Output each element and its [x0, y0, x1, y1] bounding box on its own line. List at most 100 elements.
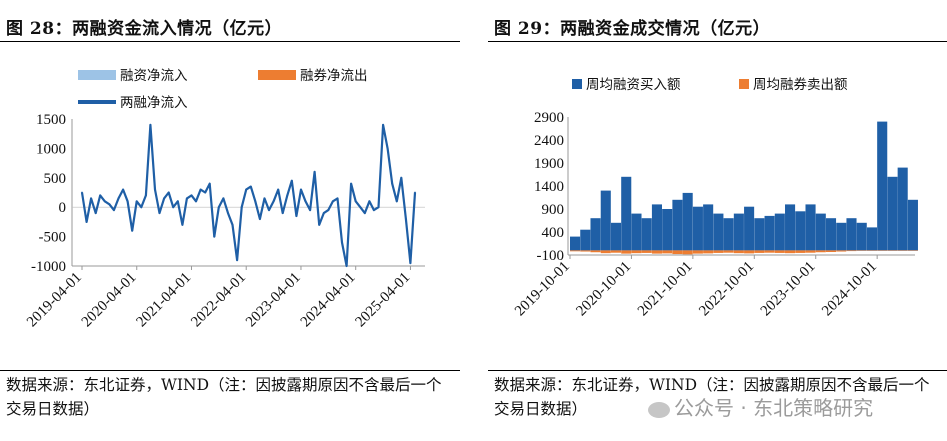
y-tick-label: 2400 [534, 133, 564, 149]
bar-buy [764, 215, 775, 251]
series-point-total [359, 206, 362, 209]
right-bottom-rule [488, 370, 947, 371]
bar-buy [641, 218, 652, 251]
series-point-total [345, 265, 348, 267]
series-line-total [80, 123, 417, 268]
left-panel: 图 28：两融资金流入情况（亿元） 融资净流入 融券净流出 两融净流入 -1000 -5… [0, 0, 460, 441]
bar-buy [907, 199, 918, 251]
series-point-total [318, 223, 321, 226]
x-tick-label: 2022-04-01 [188, 270, 249, 331]
series-point-total [295, 215, 298, 217]
series-point-total [231, 223, 234, 226]
series-point-total [277, 188, 280, 191]
legend-swatch-financing [78, 70, 116, 80]
legend-label-financing: 融资净流入 [120, 68, 188, 84]
series-point-total [245, 188, 248, 191]
series-point-total [190, 194, 193, 197]
series-point-total [414, 191, 416, 194]
series-point-total [240, 206, 243, 209]
y-tick-label: 2900 [534, 110, 564, 126]
series-point-total [336, 197, 339, 200]
y-tick-label: 500 [44, 171, 67, 187]
y-tick-label: 400 [542, 225, 565, 241]
series-point-total [154, 188, 156, 191]
bar-sell [713, 250, 724, 253]
bar-sell [815, 250, 826, 253]
bar-buy [744, 206, 755, 251]
series-point-total [363, 212, 366, 214]
series-point-total [386, 147, 389, 150]
series-point-total [290, 179, 293, 182]
series-point-total [135, 200, 138, 203]
series-point-total [327, 209, 330, 212]
series-point-total [354, 200, 357, 203]
series-point-total [186, 197, 188, 200]
bar-buy [897, 167, 908, 251]
bar-buy [887, 176, 898, 251]
series-point-total [272, 200, 275, 203]
series-point-total [322, 212, 325, 214]
bar-sell [723, 250, 734, 253]
bar-buy [733, 213, 744, 251]
x-tick-label: 2019-10-01 [512, 259, 573, 320]
series-point-total [377, 206, 380, 209]
bar-buy [866, 227, 878, 251]
bar-sell [764, 250, 775, 253]
bar-buy [590, 218, 601, 251]
series-point-total [341, 241, 343, 244]
bar-buy [785, 204, 796, 251]
series-point-total [113, 209, 115, 212]
series-point-total [103, 200, 106, 203]
series-point-total [331, 200, 334, 203]
y-tick-label: 0 [59, 200, 67, 216]
bar-sell [836, 250, 847, 252]
series-point-total [409, 262, 412, 264]
bar-sell [580, 250, 591, 252]
bar-sell [662, 250, 673, 254]
bar-sell [795, 250, 806, 253]
series-point-total [85, 221, 88, 223]
bar-sell [651, 250, 662, 254]
y-tick-label: -500 [39, 230, 67, 246]
left-chart-title: 图 28：两融资金流入情况（亿元） [6, 19, 283, 39]
left-source-note: 数据来源：东北证券，WIND（注：因披露期原因不含最后一个交易日数据） [6, 376, 442, 418]
bar-buy [805, 204, 816, 251]
series-point-total [391, 182, 394, 185]
legend-swatch-short [258, 70, 296, 80]
series-point-total [99, 194, 102, 197]
series-point-total [227, 212, 229, 214]
x-tick-label: 2023-04-01 [243, 270, 304, 331]
bar-sell [703, 250, 714, 254]
bar-sell [641, 250, 652, 253]
series-point-total [350, 182, 353, 185]
series-point-total [382, 123, 384, 126]
bar-sell [610, 250, 622, 253]
series-point-total [373, 209, 375, 212]
bar-sell [600, 250, 611, 254]
x-tick-label: 2022-10-01 [696, 259, 757, 320]
bar-buy [825, 218, 837, 251]
bar-sell [672, 250, 683, 255]
bar-sell [570, 250, 581, 252]
bar-buy [856, 222, 867, 251]
bar-sell [631, 250, 642, 254]
series-point-total [263, 197, 266, 200]
bar-sell [846, 250, 857, 252]
bar-buy [703, 204, 714, 251]
legend-label-short: 融券净流出 [300, 68, 368, 84]
x-tick-label: 2025-04-01 [352, 270, 413, 331]
bar-buy [795, 211, 806, 251]
x-tick-label: 2023-10-01 [758, 259, 819, 320]
series-point-total [204, 191, 207, 194]
bar-buy [610, 222, 622, 251]
bar-buy [723, 218, 734, 251]
bar-buy [651, 204, 662, 251]
y-tick-label: -100 [537, 248, 565, 264]
series-point-total [176, 200, 179, 203]
series-point-total [167, 191, 170, 194]
watermark-text: 公众号 · 东北策略研究 [674, 396, 874, 420]
bar-buy [682, 192, 693, 251]
left-bottom-rule [0, 370, 460, 371]
series-point-total [140, 206, 143, 209]
series-point-total [122, 188, 124, 191]
